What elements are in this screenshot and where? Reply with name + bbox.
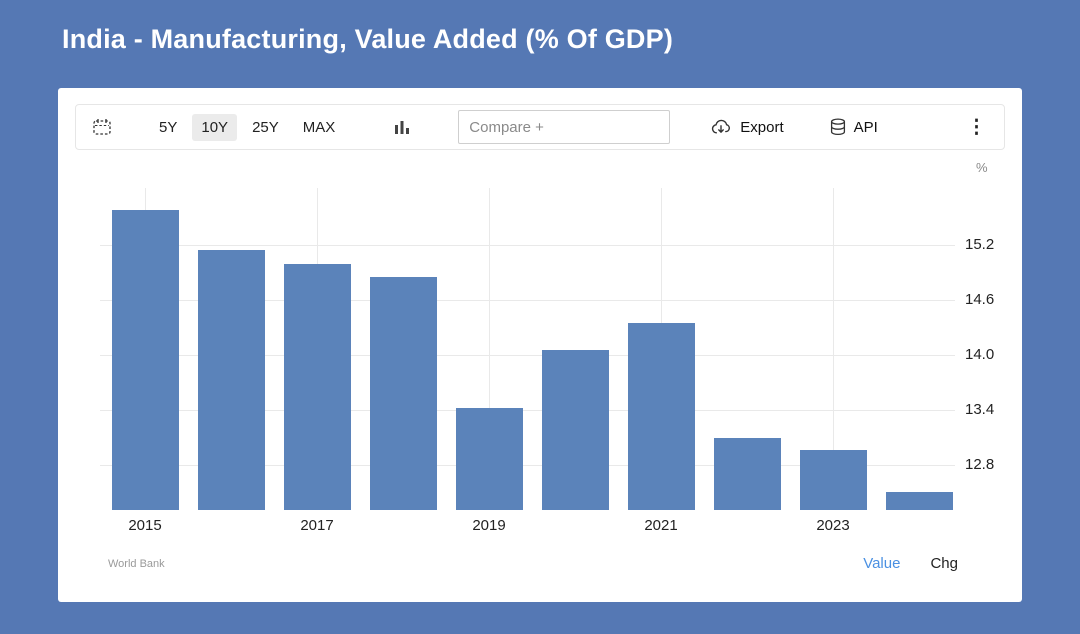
bar[interactable]	[885, 491, 953, 510]
range-button-max[interactable]: MAX	[294, 114, 345, 141]
range-selector: 5Y 10Y 25Y MAX	[150, 113, 345, 141]
bar[interactable]	[627, 322, 695, 510]
x-tick-label: 2015	[128, 517, 162, 534]
y-tick-label: 14.6	[965, 290, 995, 308]
y-tick-label: 14.0	[965, 346, 995, 363]
h-gridline	[100, 410, 955, 411]
v-gridline	[833, 188, 834, 510]
plot-area	[100, 188, 955, 510]
export-button[interactable]: Export	[710, 118, 784, 136]
h-gridline	[100, 299, 955, 301]
chg-toggle[interactable]: Chg	[930, 555, 958, 572]
bar[interactable]	[455, 408, 523, 510]
h-gridline	[100, 355, 955, 356]
bar[interactable]	[799, 449, 867, 510]
range-button-10y[interactable]: 10Y	[192, 113, 238, 141]
kebab-menu-icon[interactable]: ⋮	[967, 116, 986, 138]
compare-input[interactable]	[458, 110, 671, 144]
calendar-icon[interactable]	[92, 117, 112, 137]
y-axis-labels: 15.2 14.6 14.0 13.4 12.8	[965, 188, 1020, 510]
api-label: API	[853, 118, 878, 136]
bar[interactable]	[369, 277, 437, 510]
footer-toggle: Value Chg	[863, 555, 958, 572]
toolbar: 5Y 10Y 25Y MAX Export	[75, 104, 1005, 150]
chart-card: 5Y 10Y 25Y MAX Export	[58, 88, 1022, 602]
range-button-5y[interactable]: 5Y	[150, 114, 186, 141]
value-toggle[interactable]: Value	[863, 555, 901, 572]
bar[interactable]	[111, 210, 179, 510]
y-tick-label: 13.4	[965, 401, 995, 418]
bar[interactable]	[713, 437, 781, 510]
h-gridline	[100, 465, 955, 466]
cloud-download-icon	[710, 119, 732, 136]
h-gridline	[100, 244, 955, 246]
x-tick-label: 2019	[472, 517, 506, 534]
source-label: World Bank	[108, 558, 165, 570]
x-tick-label: 2017	[300, 517, 334, 534]
x-tick-label: 2021	[644, 517, 678, 534]
bar[interactable]	[541, 349, 609, 510]
x-tick-label: 2023	[816, 517, 850, 534]
bar[interactable]	[283, 264, 351, 510]
api-button[interactable]: API	[830, 118, 878, 136]
page-title: India - Manufacturing, Value Added (% Of…	[62, 24, 674, 54]
chart-type-icon[interactable]	[394, 119, 410, 135]
y-axis-unit: %	[976, 160, 988, 175]
v-gridline	[489, 188, 490, 510]
y-tick-label: 15.2	[965, 235, 995, 253]
y-tick-label: 12.8	[965, 456, 995, 473]
database-icon	[830, 118, 846, 136]
range-button-25y[interactable]: 25Y	[243, 114, 288, 141]
bar[interactable]	[197, 249, 265, 510]
x-axis-labels: 2015 2017 2019 2021 2023	[100, 517, 955, 537]
export-label: Export	[740, 118, 784, 136]
